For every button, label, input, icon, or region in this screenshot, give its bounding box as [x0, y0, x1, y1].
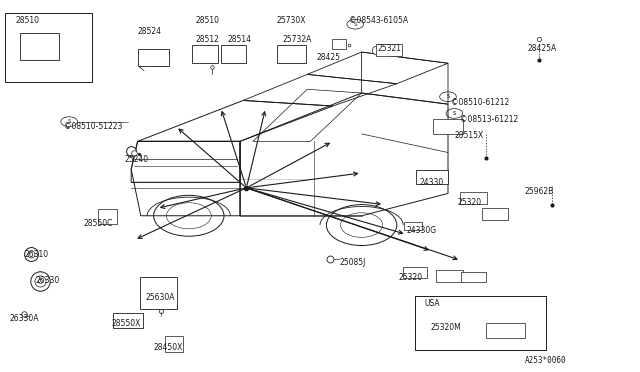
- Bar: [436, 270, 463, 282]
- Bar: [98, 209, 117, 224]
- Text: 28450X: 28450X: [154, 343, 183, 352]
- Bar: [460, 192, 487, 204]
- Text: 28515X: 28515X: [454, 131, 484, 140]
- Bar: [221, 45, 246, 63]
- Text: S: S: [452, 111, 456, 116]
- Bar: [403, 267, 427, 278]
- Bar: [277, 45, 306, 63]
- Text: 25630A: 25630A: [146, 293, 175, 302]
- Text: ©08510-61212: ©08510-61212: [451, 98, 509, 107]
- Bar: [482, 208, 508, 220]
- Bar: [404, 222, 422, 230]
- Text: 28425A: 28425A: [528, 44, 557, 53]
- Text: 28425: 28425: [317, 53, 341, 62]
- Text: 28512: 28512: [195, 35, 219, 44]
- Text: 28514: 28514: [227, 35, 251, 44]
- Text: S: S: [446, 94, 450, 99]
- Text: 28550C: 28550C: [83, 219, 113, 228]
- Text: 25240: 25240: [125, 155, 149, 164]
- Text: 28524: 28524: [138, 27, 161, 36]
- Text: 24330: 24330: [419, 178, 444, 187]
- Bar: [376, 44, 402, 56]
- Bar: [433, 119, 463, 134]
- Text: 25962B: 25962B: [525, 187, 554, 196]
- Bar: [20, 32, 59, 60]
- Text: 28510: 28510: [16, 16, 40, 25]
- Text: USA: USA: [424, 299, 440, 308]
- Text: A253*0060: A253*0060: [525, 356, 566, 365]
- Bar: [165, 336, 183, 353]
- Text: 25320M: 25320M: [430, 323, 461, 332]
- Bar: [486, 323, 525, 338]
- Text: 26330: 26330: [35, 276, 60, 285]
- Text: 26310: 26310: [24, 250, 49, 259]
- Text: 25321: 25321: [378, 44, 402, 53]
- Text: 24330G: 24330G: [406, 226, 436, 235]
- Text: 25730X: 25730X: [276, 16, 306, 25]
- Text: 25320: 25320: [399, 273, 423, 282]
- Text: ©08510-51223: ©08510-51223: [64, 122, 122, 131]
- Text: 28510: 28510: [195, 16, 219, 25]
- Text: S: S: [67, 119, 71, 124]
- Bar: [140, 277, 177, 309]
- Bar: [461, 272, 486, 282]
- Text: S: S: [353, 22, 357, 27]
- Text: 28550X: 28550X: [112, 319, 141, 328]
- Bar: [138, 49, 169, 66]
- Text: ©08543-6105A: ©08543-6105A: [349, 16, 408, 25]
- Bar: [332, 39, 346, 49]
- Text: 26330A: 26330A: [10, 314, 39, 323]
- Text: 25320: 25320: [458, 198, 482, 207]
- Bar: [113, 313, 143, 328]
- Bar: [5, 13, 92, 82]
- Bar: [416, 170, 448, 184]
- Bar: [192, 45, 218, 63]
- Text: 25732A: 25732A: [283, 35, 312, 44]
- Text: ©08513-61212: ©08513-61212: [460, 115, 518, 124]
- Bar: [415, 296, 546, 350]
- Text: 25085J: 25085J: [339, 258, 365, 267]
